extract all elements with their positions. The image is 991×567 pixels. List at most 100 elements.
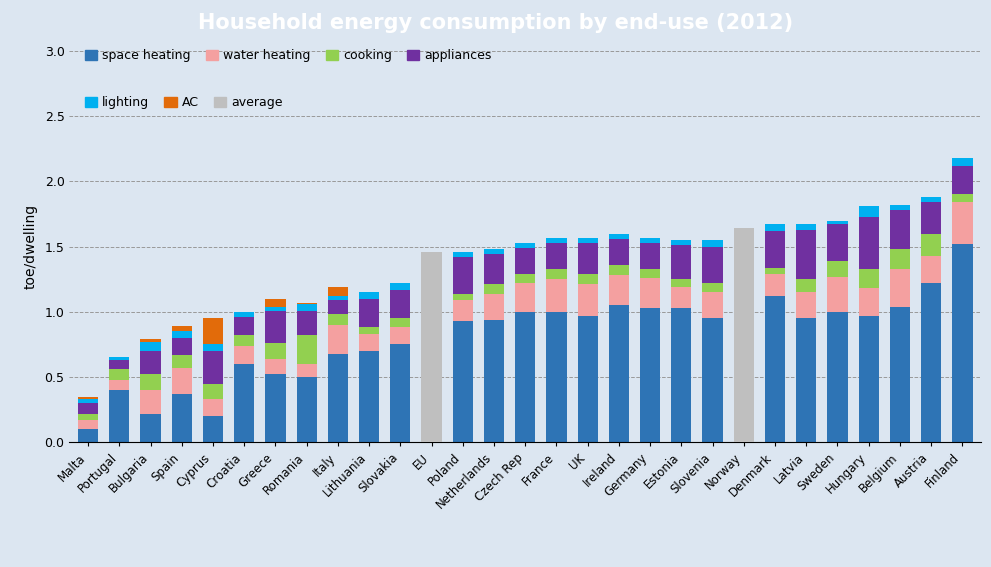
Bar [484,294,504,320]
Bar [890,210,910,249]
Bar [640,243,660,269]
Bar [390,290,410,319]
Bar [765,231,785,268]
Bar [515,312,535,442]
Bar [890,205,910,210]
Bar [608,234,629,239]
Bar [266,311,285,343]
Bar [484,285,504,294]
Bar [921,256,941,283]
Bar [171,355,192,368]
Bar [141,342,161,351]
Bar [141,351,161,374]
Bar [266,299,285,307]
Bar [515,248,535,274]
Bar [671,280,692,287]
Bar [608,276,629,306]
Bar [578,285,598,316]
Bar [952,194,972,202]
Bar [640,238,660,243]
Bar [796,225,817,230]
Bar [796,293,817,319]
Bar [203,351,223,384]
Bar [484,249,504,255]
Bar [671,246,692,280]
Bar [296,304,317,311]
Bar [827,225,847,261]
Bar [890,249,910,269]
Bar [296,335,317,364]
Bar [671,308,692,442]
Bar [328,325,348,354]
Bar [296,303,317,304]
Bar [234,364,255,442]
Bar [578,238,598,243]
Bar [765,274,785,296]
Bar [703,319,722,442]
Bar [328,300,348,315]
Bar [827,261,847,277]
Bar [858,217,879,269]
Bar [78,413,98,420]
Bar [109,390,130,442]
Bar [78,420,98,429]
Bar [952,166,972,194]
Bar [203,384,223,399]
Bar [608,306,629,442]
Bar [421,252,442,442]
Bar [328,315,348,325]
Bar [858,316,879,442]
Bar [234,346,255,364]
Bar [109,360,130,369]
Bar [234,312,255,317]
Bar [515,283,535,312]
Bar [171,326,192,331]
Text: Household energy consumption by end-use (2012): Household energy consumption by end-use … [198,12,793,33]
Bar [141,374,161,390]
Bar [141,339,161,342]
Y-axis label: toe/dwelling: toe/dwelling [24,204,38,289]
Bar [453,294,473,300]
Bar [546,312,567,442]
Bar [640,278,660,308]
Bar [296,364,317,377]
Bar [266,307,285,311]
Bar [453,321,473,442]
Bar [359,292,380,299]
Bar [203,345,223,351]
Bar [952,244,972,442]
Bar [890,269,910,307]
Bar [359,334,380,351]
Bar [546,243,567,269]
Bar [296,377,317,442]
Bar [390,345,410,442]
Bar [703,240,722,247]
Bar [234,317,255,335]
Bar [203,399,223,416]
Bar [733,229,754,442]
Bar [796,280,817,293]
Bar [328,287,348,296]
Bar [266,343,285,359]
Bar [78,403,98,413]
Bar [546,238,567,243]
Bar [952,158,972,166]
Bar [171,394,192,442]
Legend: lighting, AC, average: lighting, AC, average [85,96,282,109]
Bar [171,338,192,355]
Bar [390,283,410,290]
Bar [109,369,130,380]
Bar [78,399,98,403]
Bar [359,351,380,442]
Bar [328,354,348,442]
Bar [796,230,817,280]
Bar [141,413,161,442]
Bar [78,429,98,442]
Bar [921,202,941,234]
Bar [608,239,629,265]
Bar [141,390,161,413]
Bar [109,380,130,390]
Bar [765,296,785,442]
Bar [171,368,192,394]
Bar [578,274,598,285]
